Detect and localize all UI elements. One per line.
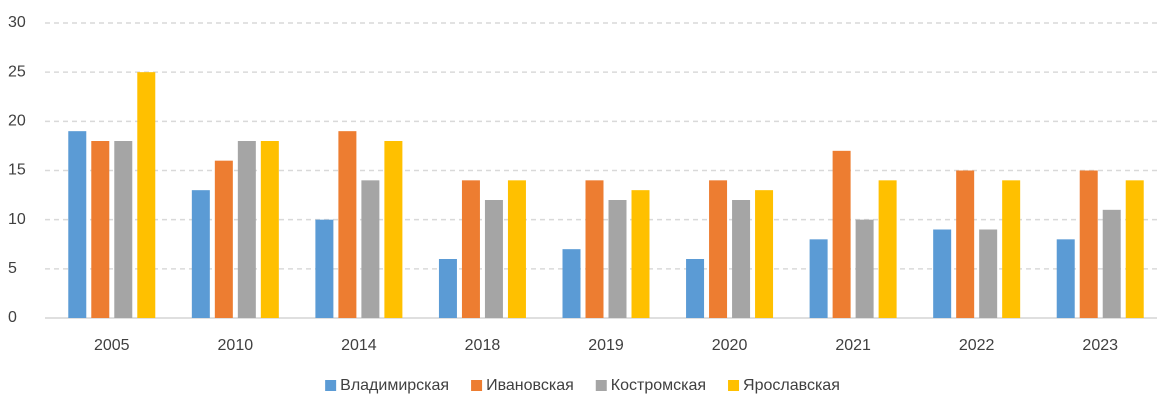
bar	[686, 259, 705, 318]
bar	[809, 239, 828, 318]
bar	[1125, 180, 1144, 318]
bar	[709, 180, 728, 318]
legend-swatch	[325, 380, 337, 391]
legend-label: Владимирская	[340, 377, 449, 394]
bar	[191, 190, 210, 318]
bar	[438, 259, 457, 318]
legend-label: Ярославская	[743, 377, 840, 394]
x-tick-label: 2014	[341, 337, 377, 354]
bar	[137, 72, 156, 319]
bar	[1102, 209, 1121, 318]
x-tick-label: 2020	[712, 337, 748, 354]
bar	[832, 150, 851, 318]
bar	[755, 190, 774, 318]
y-tick-label: 25	[8, 63, 26, 80]
x-tick-label: 2023	[1082, 337, 1118, 354]
bar	[1079, 170, 1098, 318]
bar	[91, 141, 110, 318]
x-tick-label: 2018	[465, 337, 501, 354]
bar	[1002, 180, 1021, 318]
bar	[608, 200, 627, 318]
bar	[484, 200, 503, 318]
bar	[979, 229, 998, 318]
legend-swatch	[471, 380, 483, 391]
legend-label: Ивановская	[486, 377, 574, 394]
y-tick-label: 20	[8, 113, 26, 130]
legend-label: Костромская	[611, 377, 706, 394]
bar	[878, 180, 897, 318]
legend-swatch	[595, 380, 607, 391]
legend-swatch	[728, 380, 740, 391]
bar	[361, 180, 380, 318]
bar	[855, 219, 874, 318]
bar	[956, 170, 975, 318]
bar	[338, 131, 357, 318]
x-tick-label: 2005	[94, 337, 130, 354]
y-tick-label: 30	[8, 14, 26, 31]
bar	[732, 200, 751, 318]
bar	[68, 131, 87, 318]
y-tick-label: 15	[8, 162, 26, 179]
y-tick-label: 5	[8, 260, 17, 277]
y-tick-label: 0	[8, 309, 17, 326]
bar	[461, 180, 480, 318]
bar	[1056, 239, 1075, 318]
bar	[315, 219, 334, 318]
bar	[933, 229, 952, 318]
bar	[384, 141, 403, 318]
y-tick-label: 10	[8, 211, 26, 228]
x-tick-label: 2021	[835, 337, 871, 354]
bar	[260, 141, 279, 318]
x-tick-label: 2022	[959, 337, 995, 354]
bar	[585, 180, 604, 318]
x-tick-label: 2010	[218, 337, 254, 354]
bar	[237, 141, 256, 318]
bar	[114, 141, 133, 318]
x-tick-label: 2019	[588, 337, 624, 354]
bar	[562, 249, 581, 318]
bar	[214, 160, 233, 318]
bar	[631, 190, 650, 318]
bar	[507, 180, 526, 318]
